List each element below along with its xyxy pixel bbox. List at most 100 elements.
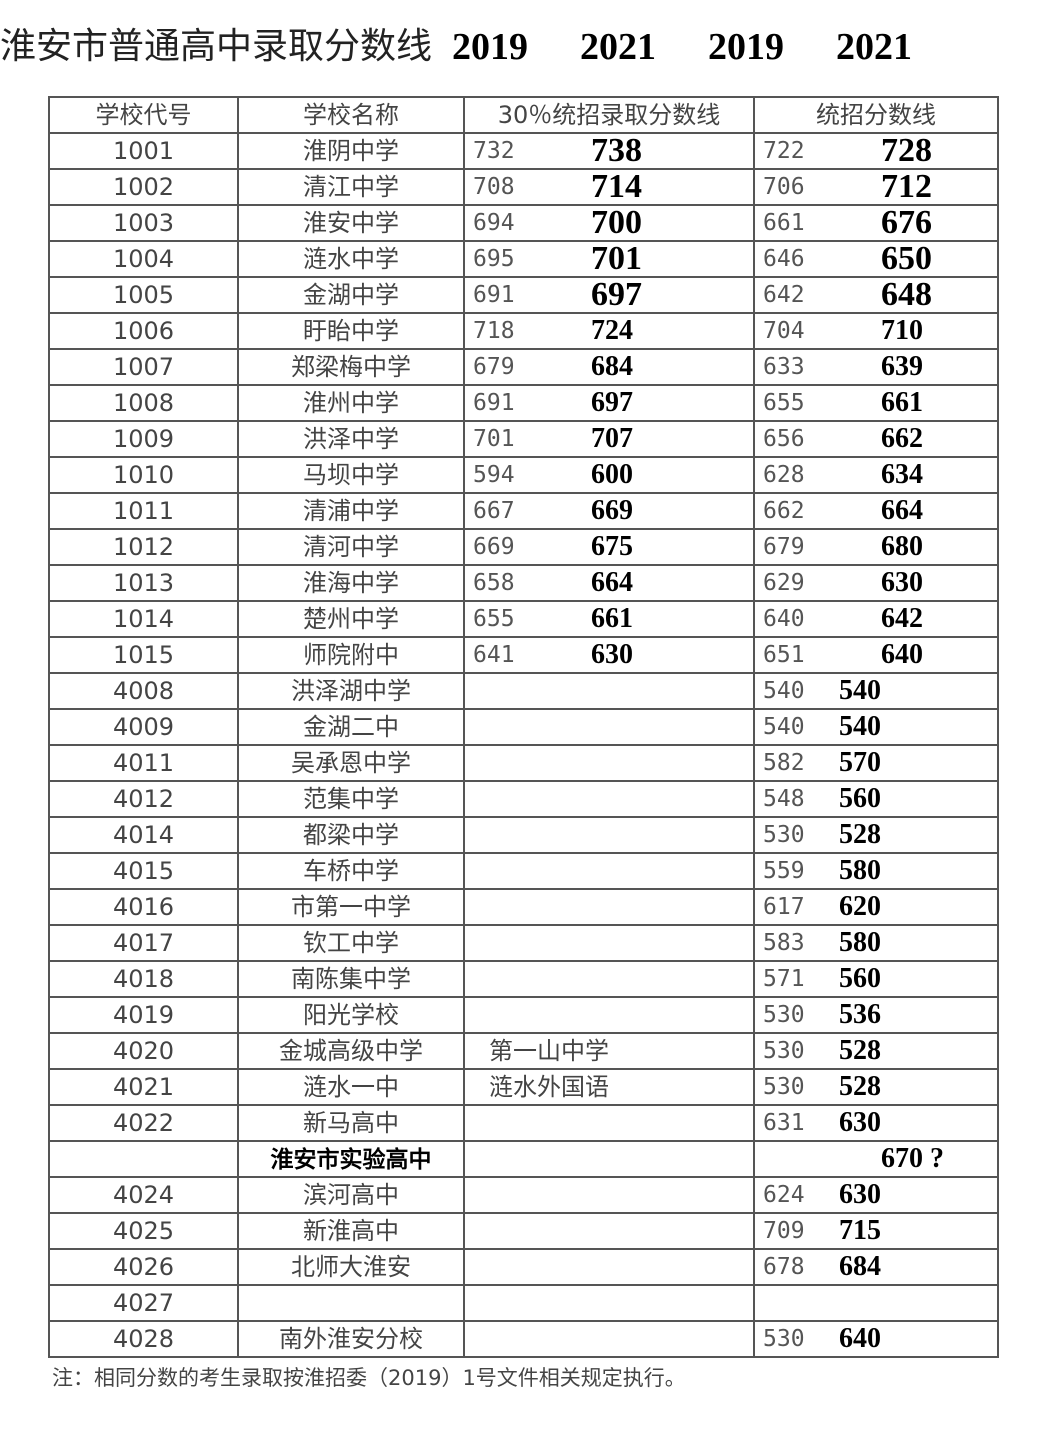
score-2019: 656 <box>763 425 805 452</box>
score-2021: 630 <box>881 567 923 598</box>
table-row: 4016 市第一中学 617 620 <box>48 888 999 926</box>
year-label: 2021 <box>580 26 657 68</box>
unified-cell: 628 634 <box>753 456 999 494</box>
table-row: 1004 涟水中学 695 701 646 650 <box>48 240 999 278</box>
school-code: 4012 <box>48 780 239 818</box>
school-name: 市第一中学 <box>237 888 465 926</box>
score-2021: 676 <box>881 204 932 241</box>
footnote: 注：相同分数的考生录取按淮招委（2019）1号文件相关规定执行。 <box>52 1366 686 1390</box>
unified-cell: 571 560 <box>753 960 999 998</box>
school-name: 淮阴中学 <box>237 132 465 170</box>
school-name: 淮安市实验高中 <box>237 1140 465 1178</box>
school-name: 金城高级中学 <box>237 1032 465 1070</box>
30pct-cell: 732 738 <box>463 132 755 170</box>
header-code: 学校代号 <box>48 96 239 134</box>
unified-cell: 706 712 <box>753 168 999 206</box>
school-name: 洪泽湖中学 <box>237 672 465 710</box>
30pct-cell: 667 669 <box>463 492 755 530</box>
school-name: 新淮高中 <box>237 1212 465 1250</box>
school-code: 4016 <box>48 888 239 926</box>
unified-cell: 662 664 <box>753 492 999 530</box>
30pct-cell: 641 630 <box>463 636 755 674</box>
school-code: 1005 <box>48 276 239 314</box>
unified-cell: 530 640 <box>753 1320 999 1358</box>
school-code <box>48 1140 239 1178</box>
score-2021: 536 <box>839 999 881 1030</box>
30pct-cell <box>463 744 755 782</box>
unified-cell: 530 528 <box>753 1068 999 1106</box>
30pct-cell <box>463 924 755 962</box>
school-code: 4008 <box>48 672 239 710</box>
score-2019: 732 <box>473 137 515 164</box>
school-code: 1006 <box>48 312 239 350</box>
table-row: 4008 洪泽湖中学 540 540 <box>48 672 999 710</box>
score-2019: 669 <box>473 533 515 560</box>
school-name: 清江中学 <box>237 168 465 206</box>
table-row: 1007 郑梁梅中学 679 684 633 639 <box>48 348 999 386</box>
score-2021: 738 <box>591 132 642 169</box>
table-row: 4019 阳光学校 530 536 <box>48 996 999 1034</box>
score-table: 学校代号 学校名称 30％统招录取分数线 统招分数线 1001 淮阴中学 732… <box>48 96 999 1358</box>
table-row: 4026 北师大淮安 678 684 <box>48 1248 999 1286</box>
school-name: 阳光学校 <box>237 996 465 1034</box>
table-row: 4024 滨河高中 624 630 <box>48 1176 999 1214</box>
score-2021: 661 <box>881 387 923 418</box>
score-2021: 540 <box>839 711 881 742</box>
table-row: 1012 清河中学 669 675 679 680 <box>48 528 999 566</box>
score-2021: 664 <box>881 495 923 526</box>
school-name: 淮州中学 <box>237 384 465 422</box>
unified-cell: 640 642 <box>753 600 999 638</box>
score-2019: 583 <box>763 929 805 956</box>
30pct-cell: 655 661 <box>463 600 755 638</box>
score-2021: 712 <box>881 168 932 205</box>
score-2021: 684 <box>839 1251 881 1282</box>
score-2019: 530 <box>763 1325 805 1352</box>
30pct-cell <box>463 1320 755 1358</box>
score-2021: 639 <box>881 351 923 382</box>
header-unified: 统招分数线 <box>753 96 999 134</box>
score-2021: 684 <box>591 351 633 382</box>
unified-cell: 678 684 <box>753 1248 999 1286</box>
30pct-cell <box>463 672 755 710</box>
score-2021: 580 <box>839 855 881 886</box>
extra-school: 涟水外国语 <box>489 1073 609 1101</box>
30pct-cell <box>463 1104 755 1142</box>
school-code: 1012 <box>48 528 239 566</box>
table-row: 1001 淮阴中学 732 738 722 728 <box>48 132 999 170</box>
score-2019: 662 <box>763 497 805 524</box>
score-2019: 628 <box>763 461 805 488</box>
school-code: 1008 <box>48 384 239 422</box>
school-name: 新马高中 <box>237 1104 465 1142</box>
school-name: 南陈集中学 <box>237 960 465 998</box>
title-bar: 淮安市普通高中录取分数线 2019 2021 2019 2021 <box>0 22 1050 72</box>
unified-cell: 661 676 <box>753 204 999 242</box>
unified-cell: 624 630 <box>753 1176 999 1214</box>
school-code: 1003 <box>48 204 239 242</box>
score-2021: 600 <box>591 459 633 490</box>
unified-cell: 631 630 <box>753 1104 999 1142</box>
school-name: 金湖中学 <box>237 276 465 314</box>
unified-cell: 704 710 <box>753 312 999 350</box>
school-code: 4009 <box>48 708 239 746</box>
unified-cell: 646 650 <box>753 240 999 278</box>
school-code: 4018 <box>48 960 239 998</box>
unified-cell: 679 680 <box>753 528 999 566</box>
score-2019: 530 <box>763 1037 805 1064</box>
unified-cell: 655 661 <box>753 384 999 422</box>
score-2019: 658 <box>473 569 515 596</box>
score-2019: 640 <box>763 605 805 632</box>
unified-cell: 548 560 <box>753 780 999 818</box>
school-code: 1014 <box>48 600 239 638</box>
30pct-cell: 694 700 <box>463 204 755 242</box>
school-name: 滨河高中 <box>237 1176 465 1214</box>
30pct-cell <box>463 1284 755 1322</box>
30pct-cell: 691 697 <box>463 384 755 422</box>
30pct-cell <box>463 1176 755 1214</box>
table-row: 4018 南陈集中学 571 560 <box>48 960 999 998</box>
score-2019: 704 <box>763 317 805 344</box>
score-2019: 548 <box>763 785 805 812</box>
30pct-cell: 701 707 <box>463 420 755 458</box>
school-code: 4014 <box>48 816 239 854</box>
year-label: 2021 <box>836 26 913 68</box>
score-2021: 528 <box>839 1035 881 1066</box>
